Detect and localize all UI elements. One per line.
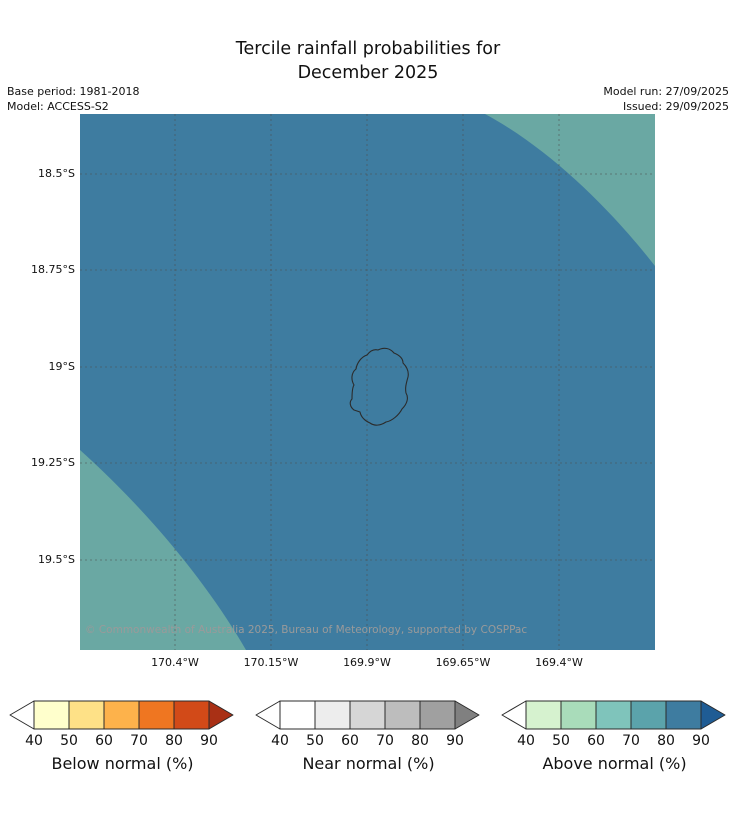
colorbar-right-arrow (208, 700, 234, 730)
legend-near-normal: 40 50 60 70 80 90 Near normal (%) (254, 700, 483, 782)
page-title: Tercile rainfall probabilities for Decem… (0, 37, 736, 85)
colorbar-segment (103, 700, 140, 730)
lat-label: 18.75°S (31, 263, 75, 276)
lon-label: 169.65°W (435, 656, 491, 669)
colorbar-segment (349, 700, 386, 730)
title-line-1: Tercile rainfall probabilities for (235, 39, 501, 59)
colorbar-segment (173, 700, 210, 730)
colorbar-ticks: 40 50 60 70 80 90 (500, 733, 729, 750)
lon-label: 170.4°W (151, 656, 199, 669)
lon-label: 169.9°W (343, 656, 391, 669)
meta-right: Model run: 27/09/2025 Issued: 29/09/2025 (603, 84, 729, 114)
issued-text: Issued: 29/09/2025 (622, 100, 729, 113)
tick-label: 40 (25, 733, 43, 749)
tick-label: 50 (60, 733, 78, 749)
colorbar-above-normal (501, 700, 726, 730)
legend-caption: Below normal (%) (51, 754, 194, 773)
tick-label: 60 (587, 733, 605, 749)
lon-label: 170.15°W (243, 656, 299, 669)
colorbar-left-arrow (501, 700, 527, 730)
tick-label: 70 (130, 733, 148, 749)
map-secondary-region-southwest (80, 450, 246, 650)
colorbar-segment (560, 700, 597, 730)
map-secondary-region-northeast (485, 114, 655, 266)
base-period-text: Base period: 1981-2018 (7, 85, 140, 98)
tick-label: 60 (341, 733, 359, 749)
meta-left: Base period: 1981-2018 Model: ACCESS-S2 (7, 84, 139, 114)
lat-label: 18.5°S (38, 167, 75, 180)
tick-label: 40 (271, 733, 289, 749)
tick-label: 90 (692, 733, 710, 749)
colorbar-ticks: 40 50 60 70 80 90 (254, 733, 483, 750)
legend-caption: Above normal (%) (542, 754, 687, 773)
colorbar-near-normal (255, 700, 480, 730)
tick-label: 40 (517, 733, 535, 749)
tick-label: 90 (446, 733, 464, 749)
colorbar-left-arrow (255, 700, 281, 730)
attribution-text: © Commonwealth of Australia 2025, Bureau… (85, 624, 528, 636)
colorbar-ticks: 40 50 60 70 80 90 (8, 733, 237, 750)
colorbar-segment (525, 700, 562, 730)
colorbar-below-normal (9, 700, 234, 730)
model-text: Model: ACCESS-S2 (7, 100, 109, 113)
graticule (80, 114, 655, 650)
colorbar-right-arrow (454, 700, 480, 730)
tick-label: 90 (200, 733, 218, 749)
colorbar-left-arrow (9, 700, 35, 730)
colorbar-segment (279, 700, 316, 730)
lat-label: 19.25°S (31, 456, 75, 469)
legend-above-normal: 40 50 60 70 80 90 Above normal (%) (500, 700, 729, 782)
tick-label: 70 (622, 733, 640, 749)
tick-label: 80 (657, 733, 675, 749)
tick-label: 50 (306, 733, 324, 749)
tick-label: 80 (411, 733, 429, 749)
lon-label: 169.4°W (535, 656, 583, 669)
lat-label: 19.5°S (38, 553, 75, 566)
colorbar-segment (138, 700, 175, 730)
title-line-2: December 2025 (297, 63, 439, 83)
model-run-text: Model run: 27/09/2025 (603, 85, 729, 98)
map-area (80, 114, 655, 650)
tick-label: 80 (165, 733, 183, 749)
colorbar-segment (33, 700, 70, 730)
colorbar-segment (665, 700, 702, 730)
lat-label: 19°S (48, 360, 75, 373)
colorbar-segment (68, 700, 105, 730)
colorbar-right-arrow (700, 700, 726, 730)
legend-below-normal: 40 50 60 70 80 90 Below normal (%) (8, 700, 237, 782)
colorbar-segment (595, 700, 632, 730)
tick-label: 70 (376, 733, 394, 749)
colorbar-segment (419, 700, 456, 730)
colorbar-segment (630, 700, 667, 730)
tick-label: 60 (95, 733, 113, 749)
map-canvas (80, 114, 655, 650)
colorbar-segment (384, 700, 421, 730)
colorbar-segment (314, 700, 351, 730)
tick-label: 50 (552, 733, 570, 749)
island-outline (349, 347, 409, 426)
legend-caption: Near normal (%) (302, 754, 435, 773)
